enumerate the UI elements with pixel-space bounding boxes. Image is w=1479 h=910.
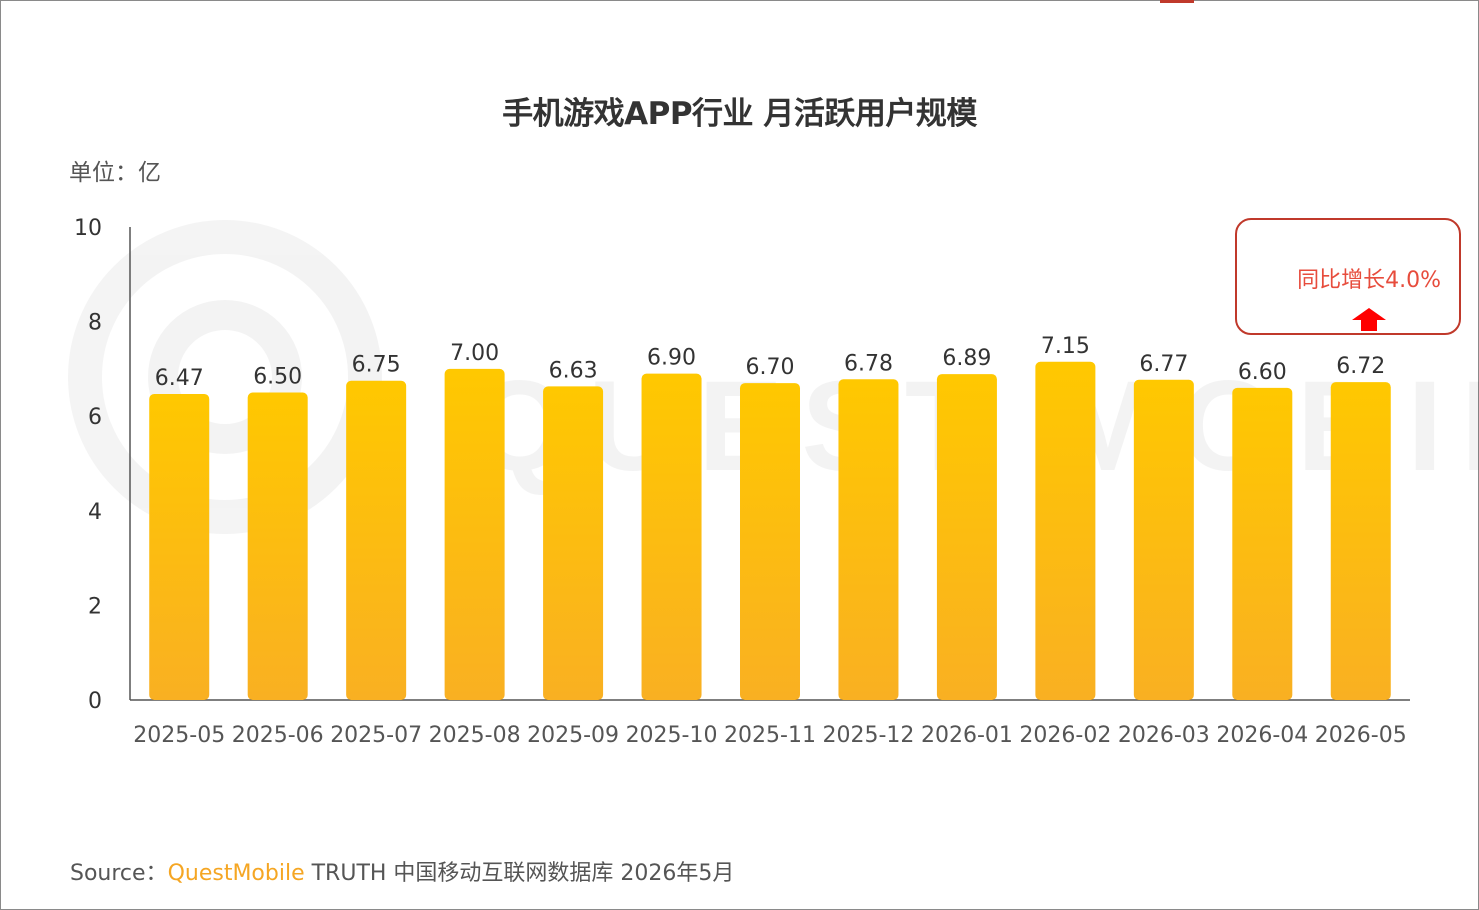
bar-2026-02	[1035, 361, 1096, 700]
bar-2025-10	[641, 373, 702, 700]
x-tick-label-2026-03: 2026-03	[1118, 723, 1210, 748]
bar-2025-07	[346, 380, 407, 700]
source-brand: QuestMobile	[167, 861, 305, 886]
value-label-2026-02: 7.15	[1041, 334, 1090, 359]
y-tick-label-10: 10	[74, 216, 102, 241]
yoy-growth-text: 同比增长4.0%	[1297, 268, 1441, 293]
x-tick-label-2025-05: 2025-05	[133, 723, 225, 748]
bar-2026-03	[1133, 379, 1194, 700]
source-rest: TRUTH 中国移动互联网数据库 2026年5月	[304, 861, 735, 886]
bar-2025-09	[543, 386, 604, 700]
bars	[149, 361, 1391, 700]
x-tick-label-2025-11: 2025-11	[724, 723, 816, 748]
top-accent-mark	[1160, 0, 1194, 3]
bar-2026-05	[1330, 382, 1391, 700]
y-tick-labels: 0 2 4 6 8 10	[74, 216, 102, 714]
value-label-2025-12: 6.78	[844, 351, 893, 376]
value-label-2026-01: 6.89	[942, 346, 991, 371]
value-label-2026-03: 6.77	[1139, 352, 1188, 377]
value-label-2026-04: 6.60	[1238, 360, 1287, 385]
bar-2026-04	[1232, 387, 1293, 700]
unit-label: 单位：亿	[69, 160, 161, 186]
x-tick-label-2025-09: 2025-09	[527, 723, 619, 748]
up-arrow-icon	[1352, 308, 1386, 331]
y-tick-label-2: 2	[88, 594, 102, 619]
x-tick-label-2025-10: 2025-10	[626, 723, 718, 748]
source-note: Source：QuestMobile TRUTH 中国移动互联网数据库 2026…	[70, 855, 734, 887]
value-label-2025-05: 6.47	[155, 366, 204, 391]
x-tick-label-2025-12: 2025-12	[823, 723, 915, 748]
bar-2025-06	[247, 392, 308, 700]
bar-2026-01	[936, 374, 997, 700]
chart-title: 手机游戏APP行业 月活跃用户规模	[502, 96, 977, 132]
value-label-2025-07: 6.75	[352, 353, 401, 378]
bar-2025-08	[444, 368, 505, 700]
bar-2025-12	[838, 379, 899, 700]
x-tick-labels: 2025-05 2025-06 2025-07 2025-08 2025-09 2025-…	[133, 723, 1406, 748]
bar-2025-11	[740, 383, 800, 700]
value-labels: 6.47 6.50 6.75 7.00 6.63 6.90 6.70 6.78 6.89 7.15…	[155, 334, 1386, 391]
source-prefix: Source：	[70, 861, 168, 886]
x-tick-label-2026-04: 2026-04	[1216, 723, 1308, 748]
yoy-growth-callout: 同比增长4.0%	[1235, 218, 1461, 335]
value-label-2025-10: 6.90	[647, 346, 696, 371]
x-tick-label-2025-08: 2025-08	[429, 723, 521, 748]
value-label-2025-09: 6.63	[549, 358, 598, 383]
value-label-2026-05: 6.72	[1336, 354, 1385, 379]
x-tick-label-2025-06: 2025-06	[232, 723, 324, 748]
value-label-2025-11: 6.70	[746, 355, 795, 380]
x-tick-label-2026-01: 2026-01	[921, 723, 1013, 748]
x-tick-label-2025-07: 2025-07	[330, 723, 422, 748]
value-label-2025-08: 7.00	[450, 341, 499, 366]
x-tick-label-2026-05: 2026-05	[1315, 723, 1407, 748]
x-tick-label-2026-02: 2026-02	[1019, 723, 1111, 748]
bar-2025-05	[149, 393, 210, 700]
y-tick-label-8: 8	[88, 311, 102, 336]
value-label-2025-06: 6.50	[253, 365, 302, 390]
y-tick-label-4: 4	[88, 500, 102, 525]
y-tick-label-6: 6	[88, 405, 102, 430]
y-tick-label-0: 0	[88, 689, 102, 714]
